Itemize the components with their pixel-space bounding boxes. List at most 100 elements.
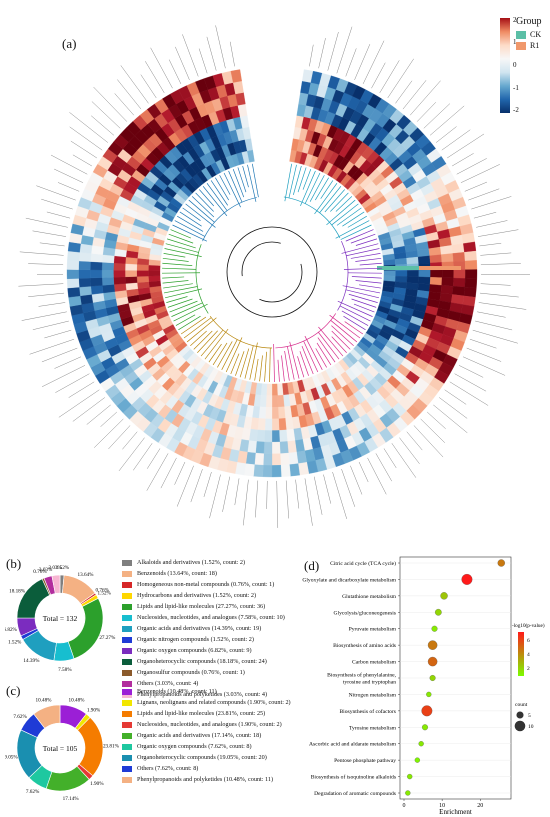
dendrogram-branch (162, 257, 189, 262)
metabolite-label (133, 443, 153, 471)
group-band (377, 266, 419, 270)
metabolite-label (478, 302, 527, 310)
legend-label: Nucleosides, nucleotides, and analogues … (137, 614, 285, 621)
donut-chart-c: 10.48%1.90%23.81%1.90%17.14%7.62%19.05%7… (5, 698, 120, 802)
heatmap-cell (78, 277, 91, 288)
slice-label: 10.48% (36, 698, 53, 704)
legend-label: Organoheterocyclic compounds (19.05%, co… (137, 754, 267, 761)
metabolite-label (203, 471, 212, 497)
metabolite-label (174, 461, 186, 485)
dendrogram-branch (223, 172, 241, 208)
heatmap-cell (383, 259, 396, 266)
dendrogram-branch (264, 351, 267, 382)
heatmap-cell (297, 462, 310, 476)
metabolite-label (168, 59, 182, 84)
heatmap-cell (78, 269, 91, 279)
legend-swatch (122, 776, 132, 783)
dendrogram-branch (329, 314, 361, 339)
dendrogram-branch (289, 341, 300, 379)
slice-label: 23.81% (103, 744, 120, 750)
metabolite-label (69, 126, 103, 151)
size-legend-dot (514, 720, 526, 732)
slice-label: 6.82% (5, 627, 18, 633)
heatmap-cell (465, 269, 478, 279)
size-legend-dot (516, 711, 524, 719)
dendrogram-branch (162, 267, 197, 270)
panel-label-c: (c) (6, 683, 21, 698)
legend-swatch (122, 570, 132, 577)
heatmap-cell (254, 452, 264, 466)
dendrogram-root-arc (241, 241, 303, 303)
dendrogram-branch (225, 337, 243, 373)
heatmap-cell (244, 463, 255, 477)
legend-item: Lipids and lipid-like molecules (23.81%,… (122, 708, 291, 719)
pathway-bubble (427, 640, 438, 650)
dendrogram-branch (315, 348, 327, 368)
metabolite-label (480, 274, 530, 275)
heatmap-cell (265, 395, 273, 408)
heatmap-cell (90, 285, 104, 295)
heatmap-cell (148, 264, 161, 271)
dendrogram-branch (183, 317, 212, 339)
metabolite-label (480, 263, 521, 265)
legend-label: Homogeneous non-metal compounds (0.76%, … (137, 581, 275, 588)
pathway-label: Biosynthesis of cofactors (339, 708, 396, 715)
slice-label: 1.90% (90, 781, 104, 787)
metabolite-label (68, 381, 95, 398)
metabolite-label (354, 44, 371, 81)
legend-item: Homogeneous non-metal compounds (0.76%, … (122, 579, 285, 590)
legend-swatch (122, 592, 132, 599)
dendrogram-branch (177, 215, 204, 232)
metabolite-label (122, 431, 138, 450)
legend-item: Organic oxygen compounds (7.62%, count: … (122, 741, 291, 752)
dendrogram-branch (185, 203, 216, 228)
heatmap-cell (429, 254, 443, 264)
dendrogram-branch (324, 189, 345, 213)
heatmap-cell (113, 269, 126, 278)
metabolite-label (358, 461, 369, 483)
ck-swatch (516, 30, 526, 39)
dendrogram-branch (172, 224, 208, 242)
metabolite-label (345, 48, 357, 77)
dendrogram-branch (197, 330, 218, 354)
size-legend-label: 10 (528, 724, 534, 730)
legend-item: Benzenoids (13.64%, count: 18) (122, 568, 285, 579)
metabolite-label (94, 418, 124, 448)
metabolite-label (423, 103, 451, 129)
heatmap-cell (263, 453, 273, 466)
metabolite-label (108, 425, 131, 450)
colorbar-tick: -1 (513, 84, 519, 92)
heatmap-cell (66, 278, 80, 289)
dendrogram-branch (239, 348, 250, 378)
legend-group-ck: CK (516, 30, 541, 39)
dendrogram-branch (304, 172, 321, 204)
pathway-bubble (414, 757, 421, 763)
pathway-label: Ascorbic acid and aldarate metabolism (309, 742, 397, 748)
heatmap-cell (124, 263, 138, 271)
metabolite-label (57, 182, 80, 192)
donut-center-label: Total = 132 (43, 614, 78, 623)
metabolite-label (436, 126, 457, 143)
metabolite-label (464, 181, 488, 192)
metabolite-label (375, 453, 392, 482)
dendrogram-branch (339, 305, 371, 322)
heatmap-cell (66, 269, 79, 279)
heatmap-cell (90, 253, 103, 263)
metabolite-label (72, 154, 92, 167)
metabolite-label (28, 263, 64, 265)
dendrogram-branch (179, 211, 202, 227)
heatmap-cell (66, 260, 80, 270)
heatmap-cell (136, 270, 149, 277)
metabolite-label (70, 140, 97, 159)
metabolite-label (93, 86, 128, 122)
group-band (419, 266, 461, 270)
heatmap-cell (280, 464, 291, 477)
dendrogram-branch (301, 346, 314, 375)
metabolite-label (295, 479, 300, 509)
dendrogram-branch (330, 192, 349, 212)
heatmap-cell (287, 440, 297, 454)
dendrogram-branch (190, 330, 207, 346)
metabolite-label (469, 339, 497, 349)
dendrogram-branch (210, 180, 229, 206)
dendrogram-branch (319, 186, 342, 213)
